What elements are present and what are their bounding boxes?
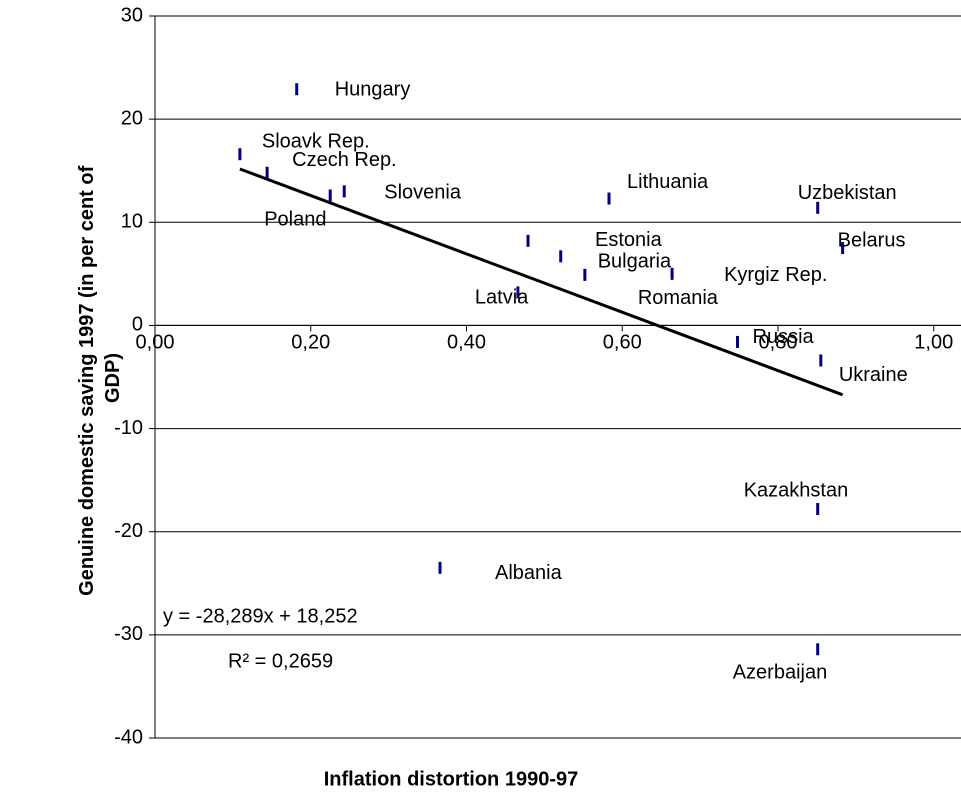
point-label: Ukraine [839,364,908,386]
point [607,192,611,205]
point-label: Romania [638,287,719,309]
point [265,166,269,179]
point [583,268,587,281]
x-tick-label: 0,20 [291,332,330,354]
y-tick-label: -40 [114,726,143,748]
x-tick-label: 0,80 [759,332,798,354]
point-label: Russia [753,326,815,348]
point [526,234,530,247]
x-tick-label: 0,00 [136,332,175,354]
point-label: Bulgaria [598,251,672,273]
point [438,561,442,574]
y-tick-label: -10 [114,417,143,439]
y-axis-label-line: GDP) [102,353,124,403]
y-axis-label-line: Genuine domestic saving 1997 (in per cen… [76,165,98,595]
point [816,201,820,214]
point-label: Poland [264,209,326,231]
point [736,335,740,348]
point-label: Estonia [595,229,663,251]
point-label: Kazakhstan [744,479,849,501]
point [328,189,332,202]
equation: y = -28,289x + 18,252 [163,605,358,627]
point-label: Latvia [475,287,529,309]
y-tick-label: 20 [121,107,143,129]
point-label: Azerbaijan [733,662,828,684]
point-label: Hungary [335,79,411,101]
point-label: Kyrgiz Rep. [724,264,827,286]
point-label: Lithuania [627,171,709,193]
point [295,83,299,96]
point-label: Belarus [838,229,906,251]
r-squared: R² = 0,2659 [228,650,333,672]
y-tick-label: -20 [114,520,143,542]
x-tick-label: 0,60 [603,332,642,354]
point [816,643,820,656]
point-label: Sloavk Rep. [262,130,370,152]
point [816,503,820,516]
point-label: Slovenia [384,182,462,204]
point [670,267,674,280]
point [841,242,845,255]
point-label: Albania [495,562,563,584]
y-axis-label: Genuine domestic saving 1997 (in per cen… [76,160,124,596]
point [559,250,563,263]
point [238,148,242,161]
x-axis-label: Inflation distortion 1990-97 [324,768,578,790]
point-label: Uzbekistan [798,182,897,204]
y-tick-label: -30 [114,623,143,645]
y-tick-label: 0 [132,314,143,336]
x-tick-label: 0,40 [447,332,486,354]
trendline [239,167,844,397]
point-label: Czech Rep. [292,149,397,171]
y-tick-label: 10 [121,211,143,233]
point [516,286,520,299]
y-tick-label: 30 [121,4,143,26]
point [342,185,346,198]
x-tick-label: 1,00 [914,332,953,354]
point [819,354,823,367]
